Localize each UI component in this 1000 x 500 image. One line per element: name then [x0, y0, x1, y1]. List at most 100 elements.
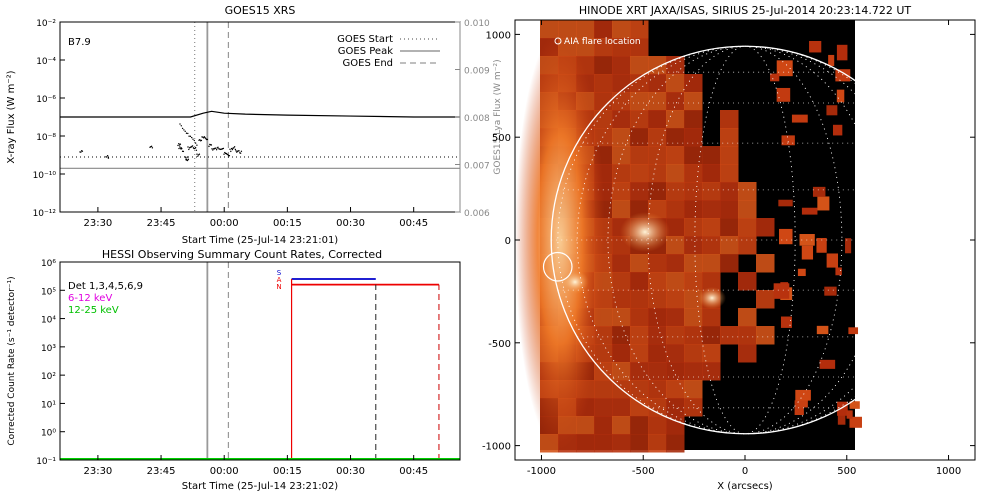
- xrt-pixel-block: [684, 272, 703, 291]
- xrt-pixel-block: [612, 92, 631, 111]
- xrt-pixel-block: [702, 146, 721, 165]
- xrt-pixel-block: [576, 434, 595, 453]
- goes-low-channel-point: [184, 156, 186, 158]
- goes-low-channel-point: [196, 144, 198, 146]
- xrt-pixel-block: [630, 326, 649, 345]
- xrt-pixel-fragment: [836, 44, 848, 61]
- goes-low-channel-point: [228, 155, 231, 157]
- longitude-line: [576, 45, 914, 435]
- xrt-pixel-block: [666, 74, 685, 93]
- hessi-title: HESSI Observing Summary Count Rates, Cor…: [102, 248, 382, 261]
- xrt-pixel-block: [594, 416, 613, 435]
- xrt-pixel-block: [594, 344, 613, 363]
- goes-x-tick-label: 00:45: [399, 218, 428, 229]
- xrt-pixel-block: [648, 182, 667, 201]
- xrt-pixel-block: [684, 308, 703, 327]
- xrt-pixel-block: [648, 146, 667, 165]
- goes-low-channel-point: [186, 159, 189, 162]
- xrt-pixel-fragment: [849, 416, 862, 428]
- xrt-pixel-block: [594, 434, 613, 453]
- xrt-pixel-block: [648, 272, 667, 291]
- xrt-pixel-block: [684, 92, 703, 111]
- goes-y-right-tick-label: 0.009: [464, 67, 490, 77]
- goes-low-channel-point: [185, 132, 188, 134]
- xrt-pixel-fragment: [828, 54, 835, 67]
- xrt-x-tick-label: 500: [837, 466, 856, 477]
- legend-hessi-det: Det 1,3,4,5,6,9: [68, 281, 143, 292]
- hessi-y-tick-label: 10³: [41, 344, 56, 354]
- xrt-pixel-fragment: [797, 394, 808, 408]
- goes-low-channel-point: [186, 156, 189, 158]
- xrt-pixel-block: [738, 308, 757, 327]
- xrt-y-tick-label: 1000: [486, 30, 511, 41]
- longitude-line: [694, 45, 796, 435]
- xrt-pixel-block: [738, 326, 757, 345]
- xrt-pixel-block: [702, 182, 721, 201]
- xrt-pixel-block: [612, 164, 631, 183]
- xrt-pixel-block: [648, 362, 667, 381]
- xrt-pixel-block: [720, 182, 739, 201]
- xrt-pixel-fragment: [849, 401, 860, 409]
- xrt-pixel-block: [684, 398, 703, 417]
- xrt-pixel-block: [630, 110, 649, 129]
- xrt-pixel-block: [666, 308, 685, 327]
- xrt-pixel-block: [666, 416, 685, 435]
- xrt-pixel-block: [684, 344, 703, 363]
- xrt-pixel-fragment: [778, 199, 793, 207]
- goes-low-channel-point: [204, 136, 206, 139]
- xrt-pixel-block: [612, 20, 631, 39]
- xrt-y-tick-label: 500: [492, 133, 511, 144]
- goes-low-channel-point: [197, 155, 199, 157]
- xrt-x-tick-label: 0: [742, 466, 748, 477]
- goes-ylabel-right: GOES15 Lya Flux (W m⁻²): [493, 59, 503, 174]
- goes-low-channel-point: [206, 138, 209, 141]
- goes-y-tick-label: 10⁻¹⁰: [33, 171, 57, 181]
- xrt-pixel-fragment: [817, 196, 830, 211]
- xrt-pixel-block: [720, 146, 739, 165]
- xrt-pixel-block: [720, 236, 739, 255]
- xrt-pixel-block: [630, 362, 649, 381]
- xrt-pixel-block: [630, 380, 649, 399]
- xrt-pixel-block: [684, 110, 703, 129]
- xrt-pixel-fragment: [826, 253, 839, 268]
- xrt-pixel-block: [702, 272, 721, 291]
- xrt-pixel-block: [666, 290, 685, 309]
- goes-x-tick-label: 00:00: [210, 218, 239, 229]
- hessi-x-tick-label: 23:45: [147, 466, 176, 477]
- goes-low-channel-point: [81, 150, 84, 152]
- xrt-pixel-fragment: [837, 401, 848, 416]
- goes-title: GOES15 XRS: [225, 4, 296, 17]
- xrt-pixel-block: [612, 182, 631, 201]
- goes-low-channel-point: [223, 153, 225, 155]
- xrt-pixel-block: [630, 164, 649, 183]
- xrt-pixel-block: [612, 200, 631, 219]
- xrt-pixel-block: [684, 362, 703, 381]
- legend-goes-end: GOES End: [343, 58, 393, 69]
- xrt-pixel-block: [576, 38, 595, 57]
- goes-low-channel-point: [187, 158, 190, 161]
- xrt-pixel-block: [720, 164, 739, 183]
- goes-low-channel-point: [182, 150, 185, 153]
- goes-series-0: [60, 110, 460, 118]
- xrt-pixel-block: [738, 218, 757, 237]
- goes-low-channel-point: [189, 135, 192, 138]
- goes-low-channel-point: [215, 149, 218, 151]
- xrt-pixel-block: [702, 362, 721, 381]
- goes-panel: GOES15 XRS 23:30 23:45 00:00 00:15 00:30 00:4…: [6, 4, 503, 246]
- xrt-pixel-block: [684, 146, 703, 165]
- xrt-pixel-block: [666, 254, 685, 273]
- goes-low-channel-point: [229, 148, 231, 151]
- xrt-pixel-block: [684, 164, 703, 183]
- xrt-pixel-block: [738, 236, 757, 255]
- goes-low-channel-point: [233, 147, 235, 149]
- hessi-xlabel: Start Time (25-Jul-14 23:21:02): [182, 481, 339, 492]
- xrt-pixel-block: [612, 56, 631, 75]
- xrt-pixel-block: [612, 326, 631, 345]
- flare-location-circle: [542, 251, 573, 282]
- xrt-title: HINODE XRT JAXA/ISAS, SIRIUS 25-Jul-2014…: [579, 4, 912, 17]
- xrt-pixel-block: [630, 56, 649, 75]
- goes-low-channel-point: [194, 147, 197, 149]
- xrt-pixel-fragment: [836, 89, 845, 103]
- goes-low-channel-point: [210, 144, 213, 146]
